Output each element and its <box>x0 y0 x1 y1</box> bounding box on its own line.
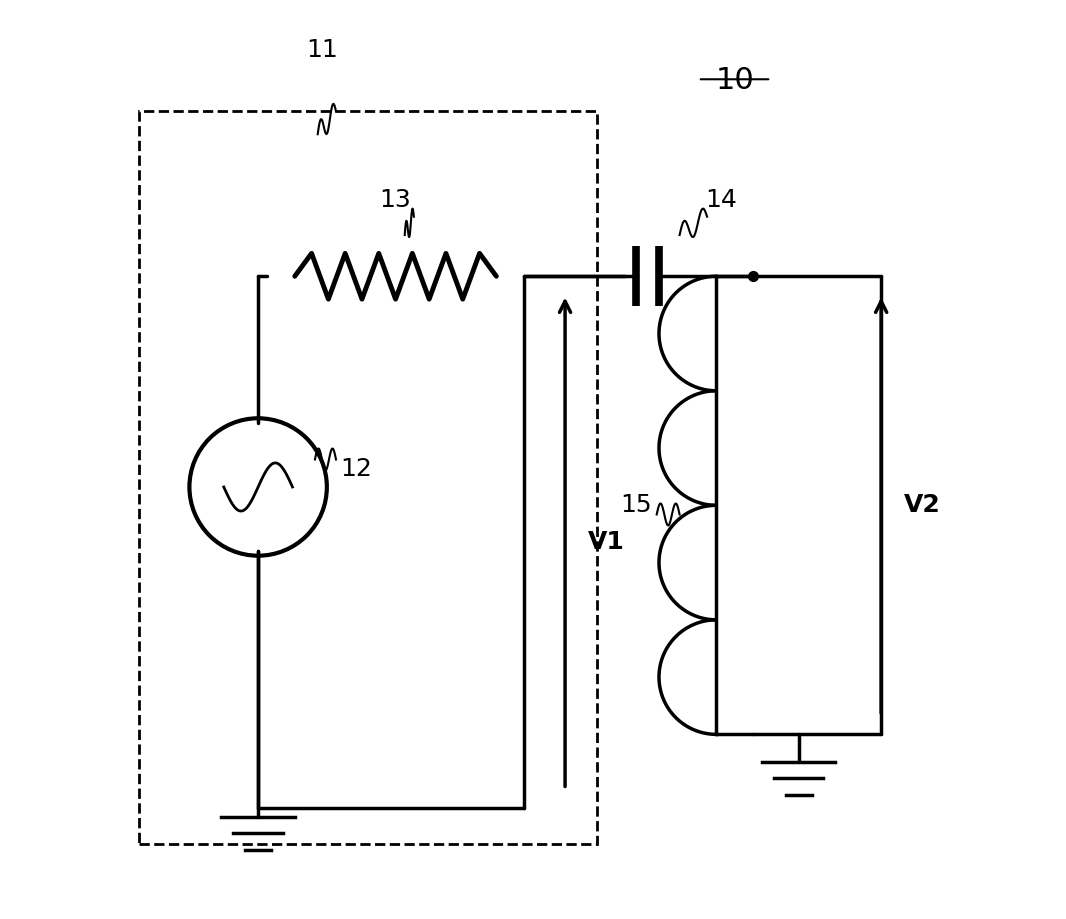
Text: 15: 15 <box>620 494 652 517</box>
Bar <box>139 111 597 845</box>
Text: V2: V2 <box>904 494 941 517</box>
Text: 11: 11 <box>306 38 338 62</box>
Text: 12: 12 <box>341 457 372 481</box>
Text: 10: 10 <box>715 65 754 95</box>
Text: V1: V1 <box>588 530 625 554</box>
Text: 13: 13 <box>379 188 411 212</box>
Text: 14: 14 <box>705 188 737 212</box>
